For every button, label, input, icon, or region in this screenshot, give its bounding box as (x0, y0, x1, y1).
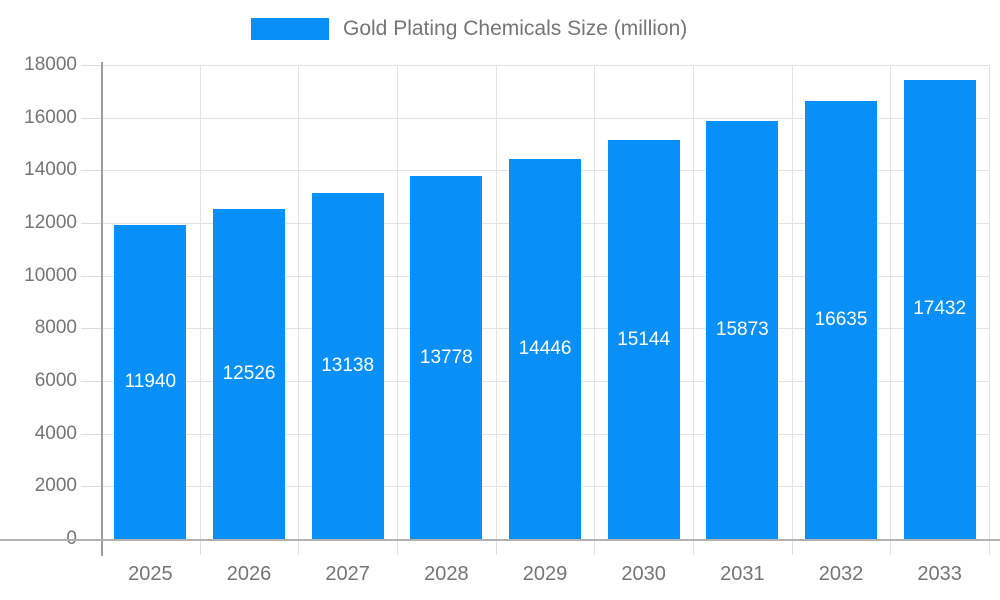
bar-value-label: 14446 (518, 337, 572, 359)
bar-value-label: 12526 (222, 363, 276, 385)
y-axis-label: 14000 (24, 159, 77, 181)
bar (607, 140, 680, 539)
bar (114, 224, 187, 539)
x-axis-label: 2025 (128, 563, 173, 585)
x-axis-tick (397, 539, 398, 555)
bar (706, 121, 779, 539)
bar (903, 79, 976, 539)
y-axis-tick (81, 486, 101, 488)
x-axis-label: 2030 (621, 563, 666, 585)
x-axis-label: 2033 (917, 563, 962, 585)
x-gridline (791, 65, 793, 539)
x-axis-tick (890, 539, 892, 555)
x-axis-label: 2032 (818, 563, 864, 585)
y-axis-tick (81, 328, 101, 330)
x-axis-tick (298, 539, 300, 555)
y-axis-tick (81, 275, 101, 277)
x-axis-label: 2029 (522, 563, 568, 585)
y-gridline (101, 65, 989, 66)
x-axis-label: 2031 (720, 563, 765, 585)
bar-value-label: 16635 (814, 308, 868, 330)
y-axis-label: 0 (0, 528, 77, 550)
x-gridline (199, 65, 201, 539)
y-axis-label: 12000 (24, 212, 77, 233)
y-axis-label: 8000 (34, 317, 77, 339)
x-gridline (693, 65, 694, 539)
x-axis-label: 2026 (226, 563, 272, 585)
x-axis-tick (594, 539, 596, 555)
bar (311, 193, 384, 539)
y-axis-tick (81, 117, 101, 119)
bar-value-label: 11940 (124, 370, 177, 392)
bar-value-label: 13778 (419, 346, 473, 368)
y-axis-tick (81, 65, 101, 66)
bar (213, 209, 285, 539)
y-axis-tick (81, 223, 101, 224)
x-axis-line (0, 539, 1000, 541)
bar (805, 100, 877, 539)
x-gridline (397, 65, 398, 539)
x-gridline (594, 65, 596, 539)
x-gridline (989, 65, 990, 539)
y-axis-label: 16000 (24, 106, 77, 128)
y-axis-label: 2000 (34, 475, 77, 497)
y-axis-line (101, 62, 103, 556)
y-axis-label: 6000 (34, 370, 77, 391)
bar-value-label: 13138 (321, 355, 375, 377)
bar (410, 176, 483, 539)
bar (509, 158, 581, 539)
x-axis-label: 2027 (325, 563, 370, 585)
x-axis-tick (693, 539, 694, 555)
y-axis-label: 18000 (24, 54, 77, 75)
x-axis-tick (199, 539, 201, 555)
legend-swatch (251, 18, 329, 40)
x-axis-tick (791, 539, 793, 555)
y-axis-tick (81, 381, 101, 382)
y-gridline (101, 117, 989, 119)
bar-value-label: 15144 (617, 328, 671, 350)
x-axis-tick (989, 539, 990, 555)
x-gridline (890, 65, 892, 539)
legend-label: Gold Plating Chemicals Size (million) (343, 17, 688, 40)
bar-value-label: 15873 (715, 319, 769, 340)
y-axis-tick (81, 170, 101, 172)
legend: Gold Plating Chemicals Size (million) (251, 17, 687, 41)
x-axis-label: 2028 (424, 563, 469, 585)
bar-value-label: 17432 (913, 298, 967, 320)
y-axis-tick (81, 433, 101, 435)
x-gridline (298, 65, 300, 539)
x-axis-tick (495, 539, 497, 555)
y-axis-label: 4000 (34, 422, 77, 444)
y-axis-label: 10000 (24, 264, 77, 286)
x-gridline (495, 65, 497, 539)
